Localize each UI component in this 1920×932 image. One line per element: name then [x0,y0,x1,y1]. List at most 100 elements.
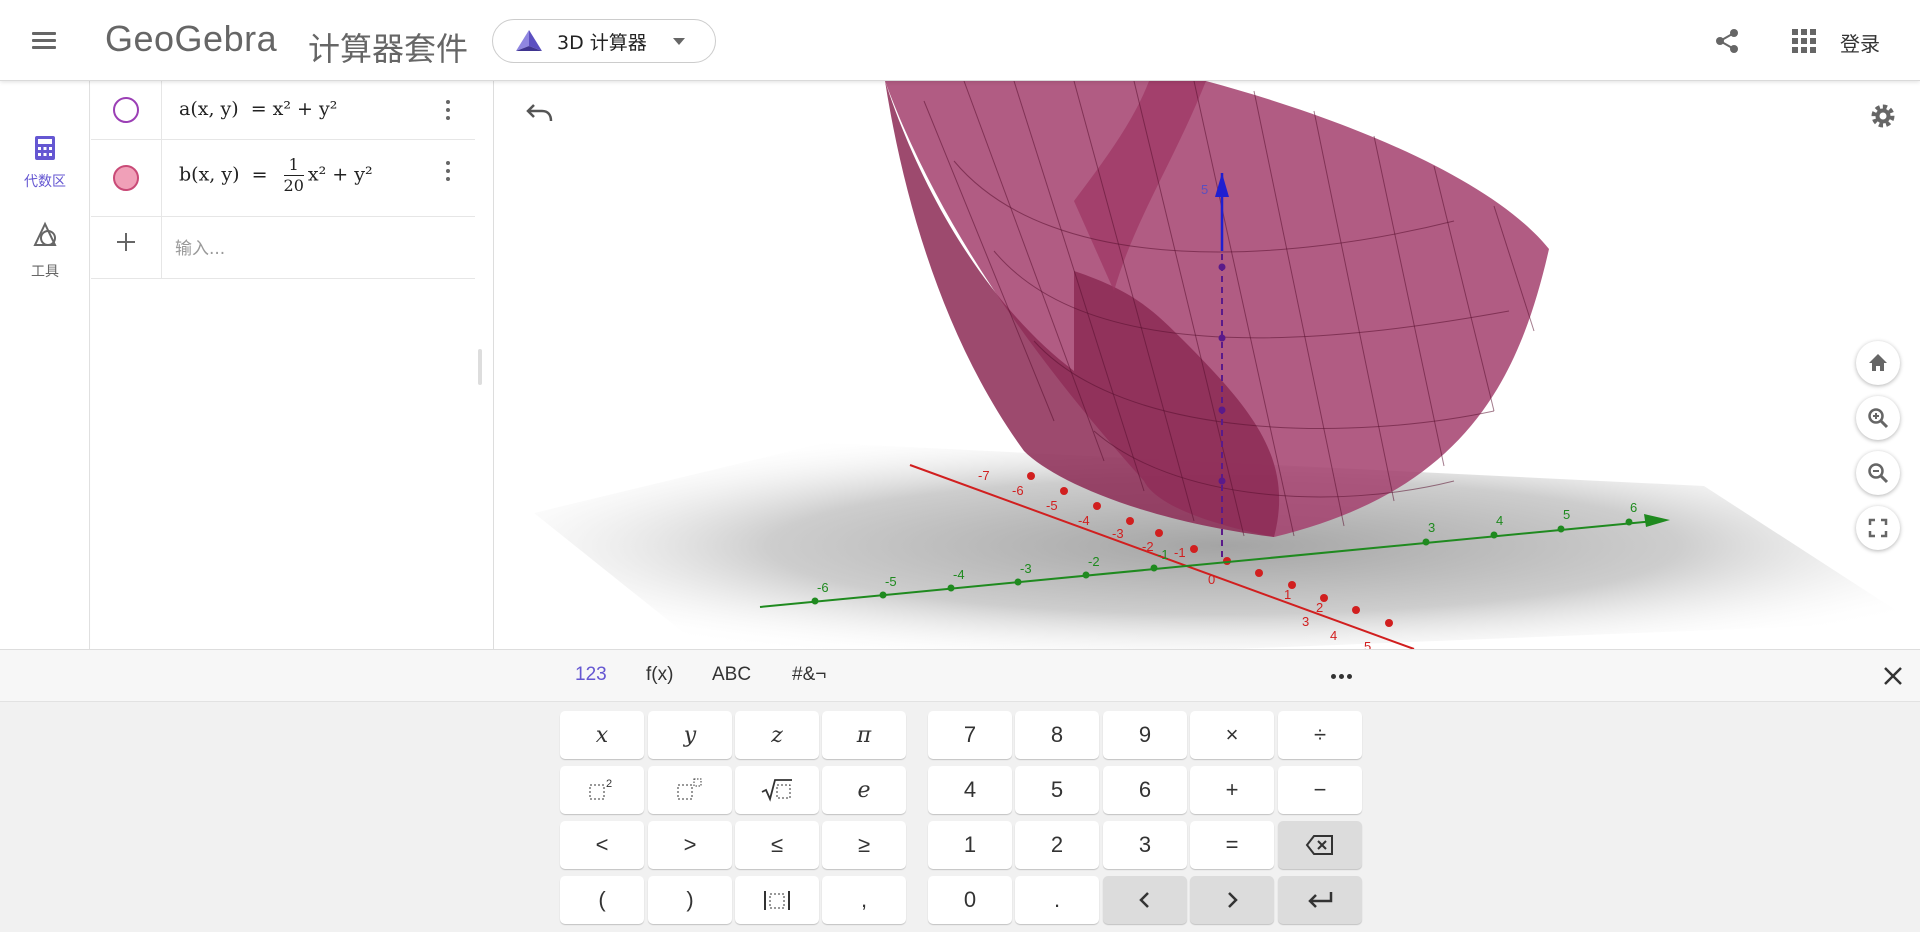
key-y[interactable]: y [648,711,732,759]
key-backspace[interactable] [1278,821,1362,869]
login-link[interactable]: 登录 [1840,32,1880,56]
key-minus[interactable]: − [1278,766,1362,814]
key-e[interactable]: e [822,766,906,814]
scene-3d[interactable]: 1 2 3 4 5 -1 -2 -3 -4 -5 -6 -7 3 [494,81,1920,649]
x-label-n7: -7 [978,468,990,483]
key-0[interactable]: 0 [928,876,1012,924]
key-8[interactable]: 8 [1015,711,1099,759]
fraction-numerator: 1 [283,155,304,176]
key-left-arrow[interactable] [1103,876,1187,924]
key-multiply[interactable]: × [1190,711,1274,759]
key-decimal[interactable]: . [1015,876,1099,924]
key-sqrt[interactable] [735,766,819,814]
menu-icon[interactable] [28,28,62,54]
more-horiz-icon[interactable] [1331,674,1353,680]
more-vert-icon[interactable] [445,100,451,122]
key-abs[interactable] [735,876,819,924]
tab-123[interactable]: 123 [575,664,607,685]
key-greater-than[interactable]: > [648,821,732,869]
tab-symbols[interactable]: #&¬ [792,664,827,685]
key-pi[interactable]: π [822,711,906,759]
zoom-in-button[interactable] [1856,396,1900,440]
power-icon [677,778,702,800]
nav-tools-label: 工具 [31,264,59,280]
key-greater-equal[interactable]: ≥ [822,821,906,869]
algebra-row-a[interactable]: a(x, y) = x² + y² [91,81,475,140]
share-icon[interactable] [1713,27,1741,55]
key-power[interactable] [648,766,732,814]
svg-text:2: 2 [606,778,612,790]
nav-rail: 代数区 工具 [0,81,90,649]
y-axis [759,520,1655,608]
key-3[interactable]: 3 [1103,821,1187,869]
algebra-input-row[interactable]: 输入... [91,217,475,279]
apps-grid-icon[interactable] [1792,29,1816,53]
key-enter[interactable] [1278,876,1362,924]
function-name: b [179,163,192,186]
zoom-out-icon [1868,463,1889,484]
marble-column [91,217,162,278]
key-5[interactable]: 5 [1015,766,1099,814]
x-label-n2: -2 [1142,539,1154,554]
fraction-denominator: 20 [283,176,304,195]
key-open-paren[interactable]: ( [560,876,644,924]
close-icon[interactable] [1882,665,1904,687]
function-vars: (x, y) [190,98,239,120]
visibility-toggle-a[interactable] [113,97,139,123]
nav-tools[interactable]: 工具 [0,217,90,287]
algebra-input[interactable]: 输入... [175,239,226,259]
y-label-3: 3 [1428,520,1435,535]
suite-title: 计算器套件 [308,30,469,68]
app-switcher-button[interactable]: 3D 计算器 [492,19,716,63]
z-axis-ticks [1218,263,1226,485]
key-equals[interactable]: = [1190,821,1274,869]
y-axis-arrow [1644,514,1670,527]
key-divide[interactable]: ÷ [1278,711,1362,759]
backspace-icon [1305,835,1333,855]
equals-sign: = [250,98,267,120]
key-6[interactable]: 6 [1103,766,1187,814]
marble-column [91,81,162,139]
key-x[interactable]: x [560,711,644,759]
key-square[interactable]: 2 [560,766,644,814]
key-comma[interactable]: , [822,876,906,924]
add-icon[interactable] [113,229,139,255]
xy-plane [534,443,1914,649]
key-4[interactable]: 4 [928,766,1012,814]
zoom-out-button[interactable] [1856,451,1900,495]
graphics-3d-view[interactable]: 1 2 3 4 5 -1 -2 -3 -4 -5 -6 -7 3 [494,81,1920,649]
key-close-paren[interactable]: ) [648,876,732,924]
key-z[interactable]: z [735,711,819,759]
z-label-5: 5 [1201,182,1208,197]
key-less-equal[interactable]: ≤ [735,821,819,869]
fullscreen-button[interactable] [1856,506,1900,550]
tab-functions[interactable]: f(x) [646,664,674,685]
key-7[interactable]: 7 [928,711,1012,759]
tab-abc[interactable]: ABC [712,664,752,685]
algebra-row-b[interactable]: b(x, y) = 1 20 x² + y² [91,140,475,217]
expression-a[interactable]: a(x, y) = x² + y² [179,98,337,120]
gear-icon[interactable] [1868,101,1898,131]
y-label-4: 4 [1496,513,1503,528]
visibility-toggle-b[interactable] [113,165,139,191]
key-9[interactable]: 9 [1103,711,1187,759]
undo-icon[interactable] [524,99,554,125]
more-vert-icon[interactable] [445,161,451,183]
resize-handle[interactable] [478,349,482,385]
key-less-than[interactable]: < [560,821,644,869]
function-rhs: x² + y² [272,98,338,120]
equals-sign: = [251,163,268,186]
key-2[interactable]: 2 [1015,821,1099,869]
key-right-arrow[interactable] [1190,876,1274,924]
x-label-n5: -5 [1046,498,1058,513]
key-plus[interactable]: + [1190,766,1274,814]
key-1[interactable]: 1 [928,821,1012,869]
nav-algebra[interactable]: 代数区 [0,127,90,197]
home-icon [1869,354,1887,371]
x-label-n6: -6 [1012,483,1024,498]
expression-b[interactable]: b(x, y) = 1 20 x² + y² [179,155,373,196]
home-button[interactable] [1856,341,1900,385]
y-label-n5: -5 [885,574,897,589]
function-vars: (x, y) [191,163,240,186]
